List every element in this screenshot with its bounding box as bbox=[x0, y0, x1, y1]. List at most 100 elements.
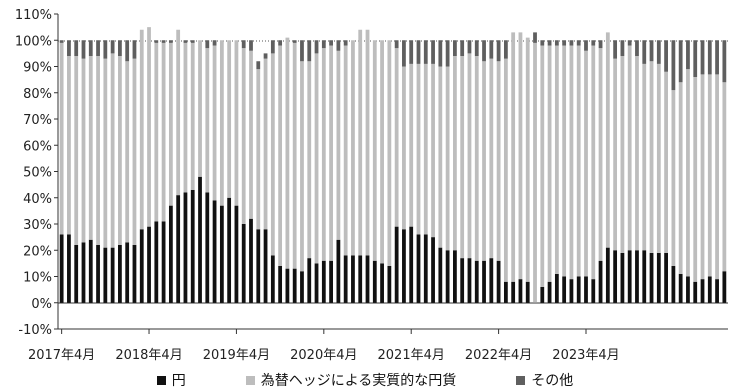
bar-segment-hedged bbox=[103, 58, 108, 248]
bar-segment-other bbox=[627, 40, 632, 46]
bar-segment-yen bbox=[445, 250, 450, 303]
bar-segment-hedged bbox=[423, 63, 428, 235]
bar-segment-other bbox=[343, 40, 348, 46]
bar-segment-other bbox=[314, 40, 319, 54]
bar-segment-other bbox=[88, 40, 93, 56]
bar-segment-hedged bbox=[511, 32, 516, 282]
bar-segment-hedged bbox=[380, 40, 384, 264]
bar-segment-yen bbox=[321, 260, 326, 303]
bar-segment-yen bbox=[132, 245, 137, 303]
bar-segment-yen bbox=[664, 252, 668, 303]
bar-segment-hedged bbox=[394, 48, 399, 227]
bar-segment-hedged bbox=[722, 82, 727, 272]
bar-segment-other bbox=[707, 40, 712, 75]
bar-segment-hedged bbox=[292, 42, 297, 269]
bar-segment-other bbox=[635, 40, 639, 56]
bar-segment-yen bbox=[423, 234, 428, 303]
bar-segment-yen bbox=[402, 229, 406, 303]
y-tick-label: 110% bbox=[15, 8, 52, 23]
bar-segment-hedged bbox=[263, 58, 268, 230]
bar-segment-hedged bbox=[686, 69, 690, 277]
bar-segment-hedged bbox=[81, 58, 86, 243]
bar-segment-yen bbox=[96, 245, 100, 303]
bar-segment-other bbox=[256, 61, 261, 70]
y-tick-label: -10% bbox=[18, 323, 52, 338]
bar-segment-yen bbox=[161, 221, 166, 303]
bar-segment-yen bbox=[591, 279, 596, 303]
bar-segment-hedged bbox=[336, 50, 341, 240]
bar-segment-other bbox=[620, 40, 625, 56]
bar-segment-yen bbox=[722, 271, 727, 303]
bar-segment-other bbox=[416, 40, 421, 64]
bar-segment-other bbox=[547, 40, 552, 46]
bar-segment-other bbox=[168, 40, 173, 43]
bar-segment-yen bbox=[110, 247, 115, 303]
bar-segment-yen bbox=[613, 250, 618, 303]
bar-segment-hedged bbox=[88, 56, 93, 240]
bar-segment-yen bbox=[700, 279, 705, 303]
bar-segment-hedged bbox=[96, 56, 100, 245]
y-tick-label: 30% bbox=[23, 218, 52, 233]
bar-segment-other bbox=[307, 40, 312, 62]
bar-segment-yen bbox=[562, 276, 567, 303]
bar-segment-other bbox=[693, 40, 698, 77]
chart: -10% 0% 10% 20% 30% 40% 50% 60% 70% 80% 90% 100% 110… bbox=[15, 8, 728, 363]
y-tick-label: 40% bbox=[23, 192, 52, 207]
bar-segment-yen bbox=[656, 252, 661, 303]
x-tick-label: 2021年4月 bbox=[378, 348, 445, 363]
bar-segment-hedged bbox=[482, 61, 486, 261]
y-tick-label: 0% bbox=[31, 297, 52, 312]
bar-segment-yen bbox=[540, 287, 545, 303]
bar-segment-hedged bbox=[74, 56, 79, 245]
bar-segment-yen bbox=[518, 279, 523, 303]
bar-segment-other bbox=[183, 40, 188, 43]
x-tick-label: 2019年4月 bbox=[203, 348, 270, 363]
y-ticks-group: -10% 0% 10% 20% 30% 40% 50% 60% 70% 80% 90% 100% 110… bbox=[15, 8, 58, 338]
bar-segment-other bbox=[576, 40, 581, 46]
legend-label-other: その他 bbox=[531, 373, 574, 389]
y-tick-label: 50% bbox=[23, 166, 52, 181]
bar-segment-yen bbox=[693, 281, 698, 303]
bar-segment-yen bbox=[285, 268, 290, 303]
bar-segment-other bbox=[125, 40, 130, 62]
bar-segment-yen bbox=[678, 273, 683, 303]
bar-segment-hedged bbox=[715, 74, 719, 280]
bar-segment-yen bbox=[547, 281, 552, 303]
bar-segment-hedged bbox=[620, 56, 625, 253]
bar-segment-hedged bbox=[168, 42, 173, 206]
bar-segment-yen bbox=[314, 263, 319, 303]
bar-segment-yen bbox=[103, 247, 108, 303]
bar-segment-yen bbox=[576, 276, 581, 303]
bar-segment-hedged bbox=[656, 63, 661, 253]
bar-segment-other bbox=[394, 40, 399, 49]
bar-segment-yen bbox=[81, 242, 86, 303]
bar-segment-hedged bbox=[125, 61, 130, 243]
bar-segment-yen bbox=[605, 247, 610, 303]
bar-segment-other bbox=[67, 40, 71, 56]
bar-segment-hedged bbox=[438, 66, 443, 248]
bar-segment-other bbox=[474, 40, 479, 56]
bar-segment-hedged bbox=[365, 29, 370, 256]
bar-segment-yen bbox=[387, 266, 392, 303]
bar-segment-yen bbox=[190, 189, 195, 303]
bar-segment-hedged bbox=[190, 42, 195, 190]
bar-segment-hedged bbox=[635, 56, 639, 251]
bar-segment-yen bbox=[627, 250, 632, 303]
legend-item-other: その他 bbox=[516, 370, 573, 390]
bar-segment-other bbox=[103, 40, 108, 59]
bar-segment-yen bbox=[380, 263, 384, 303]
bar-segment-hedged bbox=[300, 61, 304, 272]
bar-segment-hedged bbox=[496, 61, 501, 261]
bar-segment-hedged bbox=[460, 56, 465, 259]
bar-segment-other bbox=[642, 40, 647, 64]
x-tick-label: 2023年4月 bbox=[552, 348, 619, 363]
bar-segment-hedged bbox=[642, 63, 647, 251]
bar-segment-yen bbox=[365, 255, 370, 303]
bar-segment-yen bbox=[168, 205, 173, 303]
bar-segment-other bbox=[423, 40, 428, 64]
bar-segment-yen bbox=[139, 229, 144, 303]
bar-segment-hedged bbox=[110, 53, 115, 248]
bar-segment-yen bbox=[409, 226, 414, 303]
bar-segment-hedged bbox=[321, 48, 326, 261]
bar-segment-yen bbox=[212, 200, 217, 303]
